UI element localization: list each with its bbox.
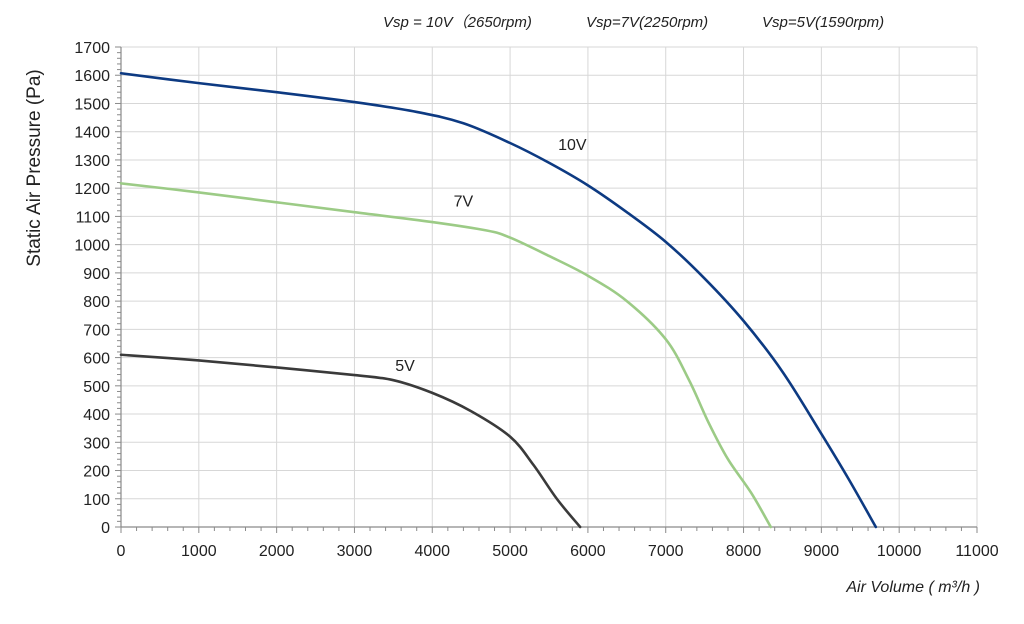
y-tick-label: 900 (83, 266, 110, 283)
series-lines (119, 71, 878, 529)
y-tick-label: 500 (83, 379, 110, 396)
x-tick-label: 9000 (804, 543, 840, 560)
x-axis-label: Air Volume ( m³/h ) (845, 579, 980, 596)
y-tick-label: 100 (83, 492, 110, 509)
y-tick-label: 0 (101, 520, 110, 537)
x-tick-label: 10000 (877, 543, 922, 560)
header-7v: Vsp=7V(2250rpm) (586, 14, 708, 31)
y-tick-label: 800 (83, 294, 110, 311)
y-tick-label: 700 (83, 322, 110, 339)
y-axis-label: Static Air Pressure (Pa) (24, 69, 45, 266)
series-label-7v: 7V (454, 194, 474, 211)
y-tick-labels: 0 100 200 300 400 500 600 700 800 900 1000 1100 1200… (74, 40, 110, 537)
y-tick-label: 400 (83, 407, 110, 424)
x-tick-label: 1000 (181, 543, 217, 560)
y-tick-label: 1000 (74, 238, 110, 255)
y-tick-label: 200 (83, 464, 110, 481)
y-tick-label: 300 (83, 435, 110, 452)
y-tick-label: 1200 (74, 181, 110, 198)
x-tick-label: 4000 (414, 543, 450, 560)
x-tick-label: 8000 (726, 543, 762, 560)
series-line-7v (119, 182, 773, 529)
series-annotations: 10V 7V 5V (395, 137, 587, 375)
header-5v: Vsp=5V(1590rpm) (762, 14, 884, 31)
y-tick-label: 600 (83, 351, 110, 368)
x-tick-label: 11000 (955, 543, 998, 560)
header-10v: Vsp = 10V（2650rpm) (383, 14, 532, 31)
y-tick-label: 1100 (76, 209, 111, 226)
series-line-10v (119, 71, 878, 529)
y-tick-label: 1300 (74, 153, 110, 170)
x-tick-labels: 0 1000 2000 3000 4000 5000 6000 7000 8000 9000 100… (117, 543, 999, 560)
plot-area (121, 47, 977, 527)
y-tick-label: 1700 (74, 40, 110, 57)
y-tick-label: 1500 (74, 96, 110, 113)
series-label-10v: 10V (558, 137, 587, 154)
x-tick-label: 3000 (337, 543, 373, 560)
x-tick-label: 2000 (259, 543, 295, 560)
x-tick-label: 0 (117, 543, 126, 560)
series-label-5v: 5V (395, 358, 415, 375)
x-tick-label: 5000 (492, 543, 528, 560)
series-line-5v (119, 353, 582, 529)
x-tick-label: 6000 (570, 543, 606, 560)
y-tick-label: 1600 (74, 68, 110, 85)
axes (115, 46, 978, 533)
x-tick-label: 7000 (648, 543, 684, 560)
y-tick-label: 1400 (74, 125, 110, 142)
